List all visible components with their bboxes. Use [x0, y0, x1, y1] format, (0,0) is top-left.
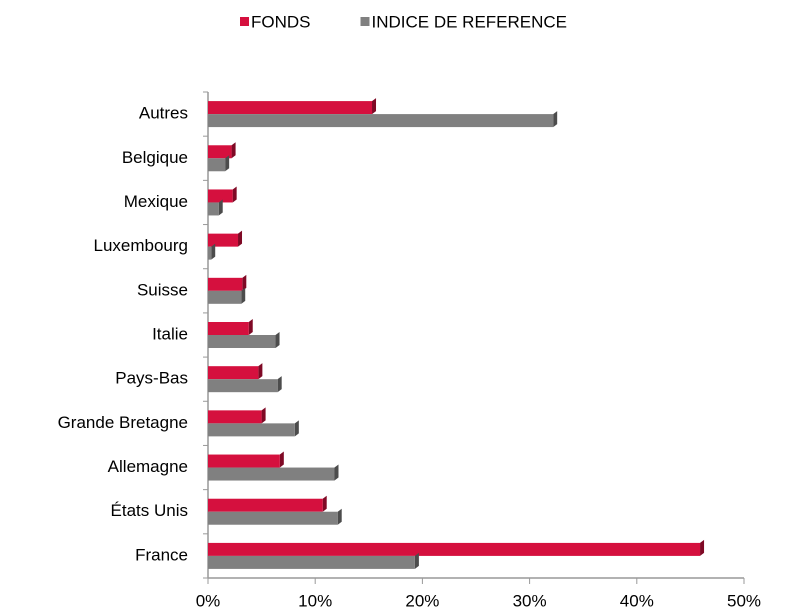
x-tick-label: 50% [727, 591, 761, 610]
bar [208, 158, 226, 172]
y-tick-label: États Unis [111, 501, 188, 520]
bar-side [700, 539, 705, 556]
y-tick-label: Italie [152, 324, 188, 343]
bar-side [334, 464, 339, 481]
bar-side [211, 243, 216, 260]
bar-side [553, 111, 558, 128]
x-tick-label: 40% [620, 591, 654, 610]
bar-side [242, 274, 247, 291]
bar-side [322, 495, 327, 512]
y-tick-label: France [135, 545, 188, 564]
bar [208, 335, 276, 348]
bar [208, 467, 335, 481]
bar-side [241, 287, 246, 304]
legend-swatch [360, 17, 370, 26]
y-tick-label: Grande Bretagne [58, 413, 188, 432]
bar-side [218, 199, 223, 216]
x-tick-label: 10% [298, 591, 332, 610]
bar-side [372, 98, 377, 115]
bar [208, 233, 239, 247]
bar [208, 555, 415, 569]
bar-side [258, 363, 263, 380]
bar-side [261, 407, 266, 424]
y-tick-label: Belgique [122, 148, 188, 167]
y-tick-label: Luxembourg [93, 236, 188, 255]
bar-side [231, 142, 236, 159]
bar [208, 498, 323, 512]
bar [208, 246, 212, 260]
bar-side [279, 451, 284, 468]
bar-side [294, 420, 299, 437]
bar-side [337, 508, 342, 525]
bar [208, 101, 373, 115]
bar [208, 145, 232, 159]
bar-side [238, 230, 243, 247]
bar-side [275, 332, 280, 348]
bar-side [225, 155, 230, 172]
bar [208, 542, 701, 556]
bar [208, 290, 242, 304]
bar [208, 423, 295, 437]
bar-side [414, 552, 419, 569]
bar-side [232, 186, 237, 203]
bar [208, 410, 262, 424]
legend-swatch [240, 17, 249, 26]
y-tick-label: Pays-Bas [115, 369, 188, 388]
bar [208, 379, 278, 393]
bar [208, 322, 249, 335]
bar-side [248, 319, 253, 335]
x-tick-label: 30% [513, 591, 547, 610]
y-tick-label: Mexique [124, 192, 188, 211]
legend-label: INDICE DE REFERENCE [372, 12, 568, 31]
bar [208, 511, 338, 525]
bar [208, 202, 219, 216]
bar [208, 366, 259, 380]
y-tick-label: Suisse [137, 280, 188, 299]
bar [208, 114, 554, 128]
legend-label: FONDS [251, 12, 311, 31]
bar [208, 277, 243, 291]
bar [208, 454, 280, 468]
x-tick-label: 20% [405, 591, 439, 610]
x-tick-label: 0% [196, 591, 221, 610]
y-tick-label: Autres [139, 104, 188, 123]
y-tick-label: Allemagne [108, 457, 188, 476]
bar [208, 189, 233, 203]
bar-side [277, 376, 282, 393]
